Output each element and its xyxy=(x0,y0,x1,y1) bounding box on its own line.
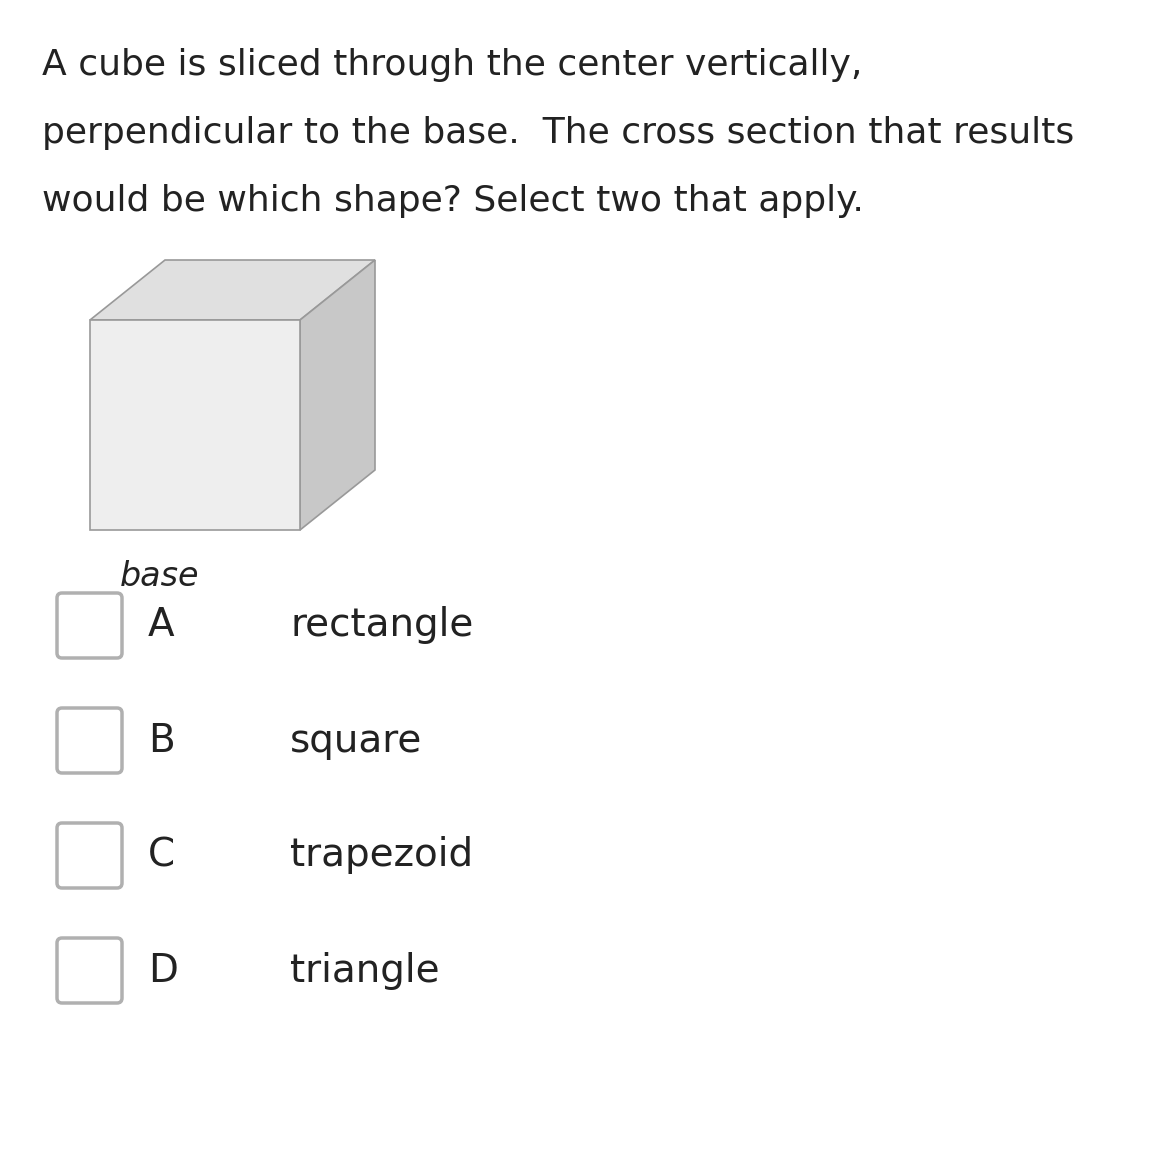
Polygon shape xyxy=(300,260,375,530)
Text: A cube is sliced through the center vertically,: A cube is sliced through the center vert… xyxy=(42,48,863,82)
FancyBboxPatch shape xyxy=(57,938,122,1003)
Text: base: base xyxy=(120,560,200,593)
Text: A: A xyxy=(148,606,174,645)
FancyBboxPatch shape xyxy=(57,593,122,657)
Text: square: square xyxy=(290,722,422,759)
Text: would be which shape? Select two that apply.: would be which shape? Select two that ap… xyxy=(42,184,864,218)
FancyBboxPatch shape xyxy=(57,823,122,888)
Polygon shape xyxy=(90,320,300,530)
Text: triangle: triangle xyxy=(290,952,440,989)
Text: rectangle: rectangle xyxy=(290,606,473,645)
Text: B: B xyxy=(148,722,174,759)
Text: D: D xyxy=(148,952,178,989)
Polygon shape xyxy=(90,260,375,320)
Text: C: C xyxy=(148,837,175,874)
FancyBboxPatch shape xyxy=(57,708,122,774)
Text: perpendicular to the base.  The cross section that results: perpendicular to the base. The cross sec… xyxy=(42,116,1074,150)
Text: trapezoid: trapezoid xyxy=(290,837,473,874)
